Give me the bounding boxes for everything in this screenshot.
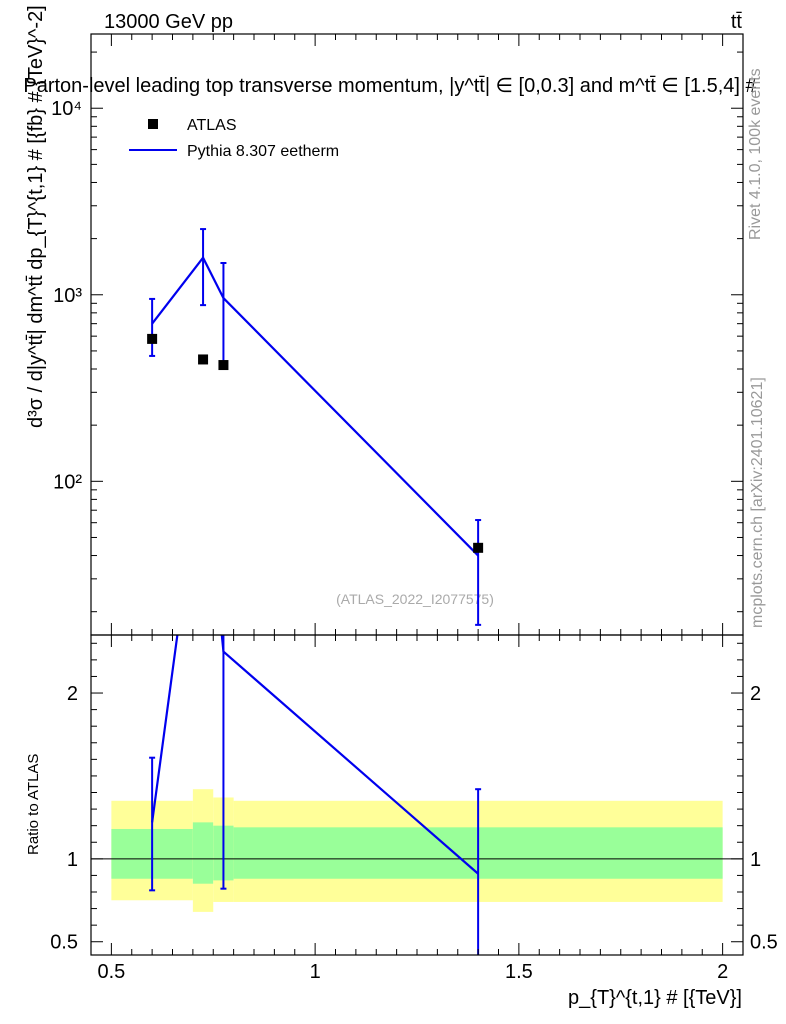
plot-title: Parton-level leading top transverse mome…	[23, 75, 757, 97]
ratio-y-tick-label-left: 1	[67, 849, 78, 871]
x-tick-label: 2	[717, 961, 728, 983]
axis-ticks	[91, 34, 743, 955]
mc-line	[151, 255, 479, 557]
data-point	[473, 542, 484, 553]
data-point	[147, 333, 158, 344]
main-y-axis-label: d³σ / d|y^tt̄| dm^tt̄ dp_{T}^{t,1} # [{f…	[25, 5, 47, 428]
ratio-y-tick-label-right: 2	[750, 683, 761, 705]
ratio-y-tick-label-left: 2	[67, 683, 78, 705]
ratio-y-axis-label: Ratio to ATLAS	[25, 754, 42, 855]
ratio-y-tick-label-right: 0.5	[750, 932, 778, 954]
main-y-tick-label: 10²	[53, 471, 82, 493]
legend-data-label: ATLAS	[187, 117, 237, 134]
data-point	[218, 360, 229, 371]
ratio-mc-line	[151, 635, 479, 875]
main-plot-marks	[147, 228, 484, 626]
analysis-watermark: (ATLAS_2022_I2077575)	[336, 591, 494, 607]
ratio-y-tick-label-right: 1	[750, 849, 761, 871]
x-tick-label: 1	[310, 961, 321, 983]
x-axis-label: p_{T}^{t,1} # [{TeV}]	[568, 987, 742, 1009]
x-tick-label: 1.5	[505, 961, 533, 983]
energy-label: 13000 GeV pp	[104, 11, 233, 33]
ratio-panel-frame	[90, 634, 744, 956]
ratio-plot-marks	[149, 635, 482, 955]
rivet-version-label: Rivet 4.1.0, 100k events	[747, 68, 764, 240]
process-label: tt̄	[731, 11, 743, 33]
mcplots-reference-label: mcplots.cern.ch [arXiv:2401.10621]	[749, 377, 766, 628]
x-tick-label: 0.5	[97, 961, 125, 983]
main-y-tick-label: 10³	[53, 285, 82, 307]
main-y-tick-label: 10⁴	[51, 98, 82, 120]
ratio-inner-band-1	[192, 822, 214, 884]
legend-data-marker	[148, 119, 158, 129]
ratio-y-tick-label-left: 0.5	[50, 932, 78, 954]
ratio-uncertainty-bands	[111, 789, 723, 912]
data-point	[198, 354, 209, 365]
tick-labels: 0.5 1 1.5 2 10² 10³ 10⁴ 0.5 0.5 1 1 2 2	[50, 98, 778, 983]
legend-mc-label: Pythia 8.307 eetherm	[187, 143, 339, 160]
